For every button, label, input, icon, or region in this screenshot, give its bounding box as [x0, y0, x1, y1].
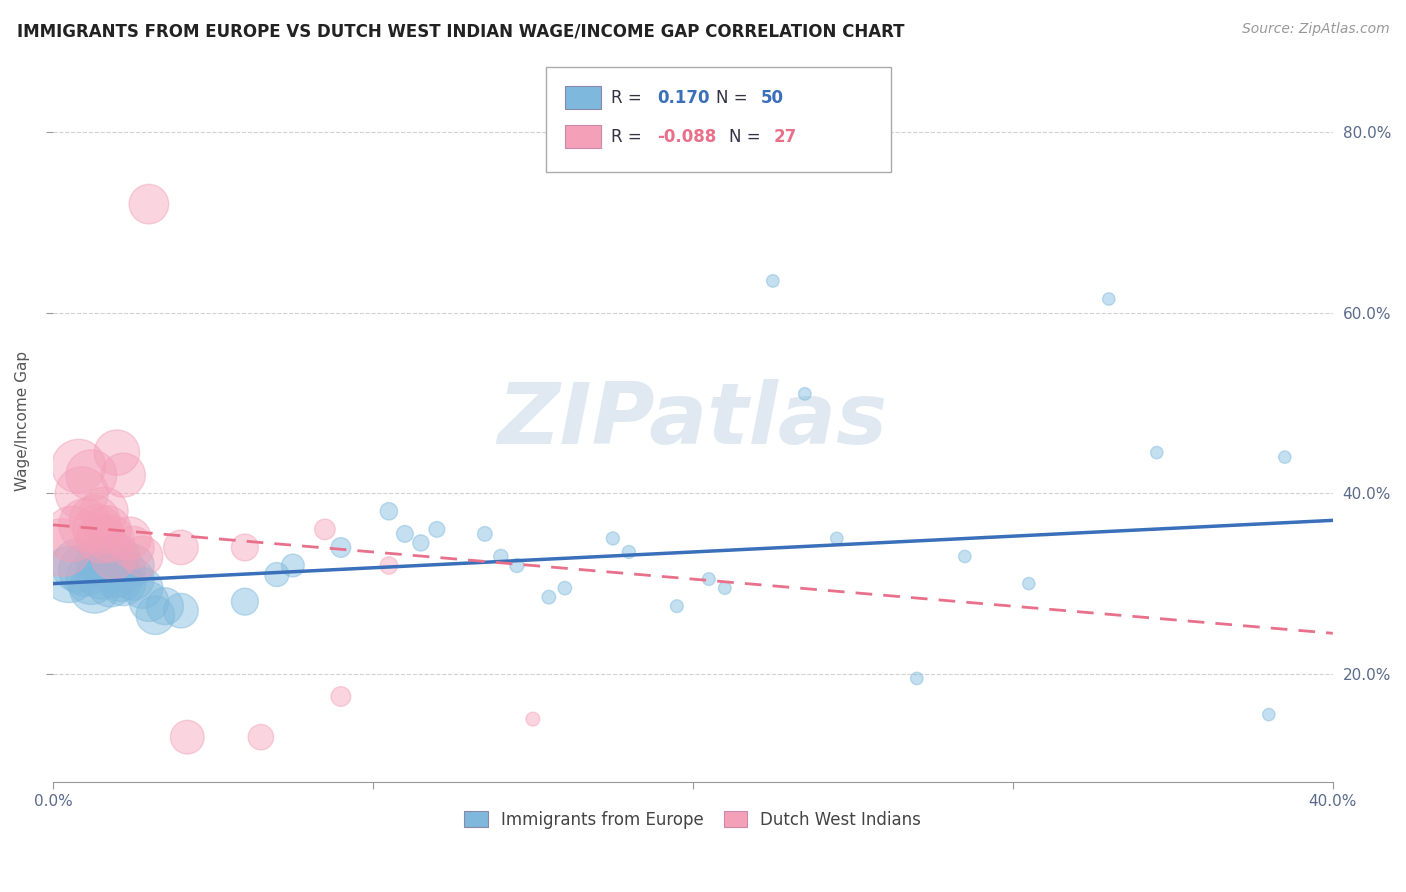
Point — [83, 513, 105, 527]
Point — [170, 604, 193, 618]
Point — [143, 608, 166, 623]
Point — [329, 541, 352, 555]
Point — [90, 532, 112, 546]
Y-axis label: Wage/Income Gap: Wage/Income Gap — [15, 351, 30, 491]
Point — [122, 572, 145, 586]
Text: Source: ZipAtlas.com: Source: ZipAtlas.com — [1241, 22, 1389, 37]
Point — [474, 527, 496, 541]
Point — [86, 522, 108, 536]
Point — [281, 558, 304, 573]
Point — [170, 541, 193, 555]
Point — [67, 459, 90, 474]
Point — [522, 712, 544, 726]
Point — [70, 486, 93, 500]
Point — [378, 504, 401, 518]
Point — [176, 730, 198, 744]
Point — [112, 468, 135, 483]
Point — [905, 672, 928, 686]
Point — [793, 387, 815, 401]
Point — [90, 567, 112, 582]
Bar — [565, 87, 600, 110]
Text: ZIPatlas: ZIPatlas — [498, 379, 889, 462]
Point — [602, 532, 624, 546]
Point — [58, 567, 80, 582]
Point — [100, 576, 122, 591]
Point — [73, 517, 96, 532]
Point — [953, 549, 976, 564]
Bar — [565, 126, 600, 148]
Point — [73, 563, 96, 577]
Point — [80, 572, 103, 586]
Point — [1274, 450, 1296, 464]
Point — [83, 581, 105, 595]
Point — [825, 532, 848, 546]
Point — [138, 595, 160, 609]
Point — [394, 527, 416, 541]
Point — [93, 504, 115, 518]
Point — [103, 549, 125, 564]
Point — [90, 554, 112, 568]
Point — [60, 527, 83, 541]
Point — [153, 599, 176, 614]
Point — [96, 558, 118, 573]
Point — [314, 522, 336, 536]
Text: 27: 27 — [773, 128, 797, 146]
Point — [112, 576, 135, 591]
Point — [105, 445, 128, 459]
Text: R =: R = — [612, 128, 647, 146]
Point — [665, 599, 688, 614]
Point — [96, 522, 118, 536]
Point — [108, 572, 131, 586]
Point — [122, 558, 145, 573]
Point — [233, 595, 256, 609]
Point — [80, 468, 103, 483]
Point — [1018, 576, 1040, 591]
Text: -0.088: -0.088 — [657, 128, 716, 146]
Point — [266, 567, 288, 582]
Text: 0.170: 0.170 — [657, 89, 710, 107]
Point — [489, 549, 512, 564]
Legend: Immigrants from Europe, Dutch West Indians: Immigrants from Europe, Dutch West India… — [458, 804, 928, 836]
Point — [554, 581, 576, 595]
Point — [537, 590, 560, 604]
Text: N =: N = — [728, 128, 765, 146]
Point — [329, 690, 352, 704]
Text: R =: R = — [612, 89, 647, 107]
Point — [131, 581, 153, 595]
Point — [118, 532, 141, 546]
Point — [131, 549, 153, 564]
Point — [51, 541, 73, 555]
Point — [122, 541, 145, 555]
Point — [105, 549, 128, 564]
Point — [1146, 445, 1168, 459]
Point — [112, 563, 135, 577]
Point — [1257, 707, 1279, 722]
Point — [67, 558, 90, 573]
Point — [100, 532, 122, 546]
Point — [714, 581, 737, 595]
Point — [105, 567, 128, 582]
Point — [233, 541, 256, 555]
Point — [378, 558, 401, 573]
Point — [250, 730, 273, 744]
Text: N =: N = — [716, 89, 752, 107]
Point — [762, 274, 785, 288]
Point — [617, 545, 640, 559]
Point — [1098, 292, 1121, 306]
Point — [409, 536, 432, 550]
Text: IMMIGRANTS FROM EUROPE VS DUTCH WEST INDIAN WAGE/INCOME GAP CORRELATION CHART: IMMIGRANTS FROM EUROPE VS DUTCH WEST IND… — [17, 22, 904, 40]
Point — [426, 522, 449, 536]
Text: 50: 50 — [761, 89, 783, 107]
Point — [138, 197, 160, 211]
FancyBboxPatch shape — [546, 67, 891, 171]
Point — [100, 563, 122, 577]
Point — [697, 572, 720, 586]
Point — [506, 558, 529, 573]
